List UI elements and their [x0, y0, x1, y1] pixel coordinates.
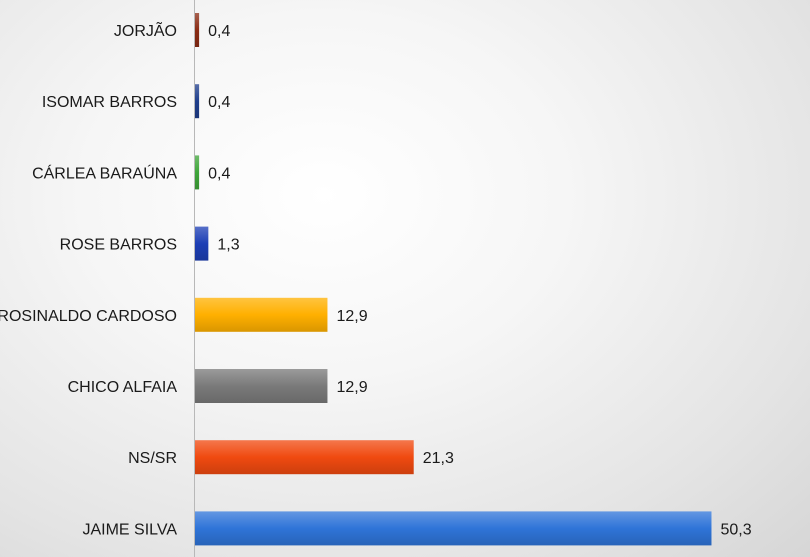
- category-label: CHICO ALFAIA: [68, 379, 178, 396]
- bar: [195, 155, 200, 190]
- data-label: 0,4: [208, 94, 230, 111]
- data-label: 50,3: [720, 521, 751, 538]
- bar: [195, 369, 328, 403]
- data-label: 0,4: [208, 23, 230, 40]
- data-label: 21,3: [423, 450, 454, 467]
- category-label: JAIME SILVA: [82, 521, 177, 538]
- bar: [195, 440, 414, 475]
- bar: [195, 297, 328, 332]
- bar: [195, 13, 200, 47]
- category-label: JORJÃO: [114, 20, 177, 40]
- data-label: 12,9: [336, 379, 367, 396]
- bars-group: JORJÃO 0,4 ISOMAR BARROS 0,4 CÁRLEA BARAÚNA 0…: [0, 13, 752, 546]
- category-label: NS/SR: [128, 450, 177, 467]
- data-label: 1,3: [217, 237, 239, 254]
- bar: [195, 226, 209, 261]
- category-label: CÁRLEA BARAÚNA: [32, 163, 177, 182]
- category-label: ISOMAR BARROS: [42, 94, 177, 111]
- bar: [195, 511, 712, 546]
- category-label: ROSE BARROS: [60, 237, 177, 254]
- category-label: ROSINALDO CARDOSO: [0, 308, 177, 325]
- bar: [195, 84, 200, 119]
- data-label: 0,4: [208, 165, 230, 182]
- data-label: 12,9: [336, 308, 367, 325]
